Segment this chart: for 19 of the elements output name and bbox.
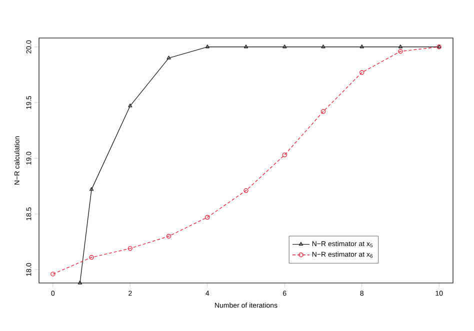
point [205, 214, 210, 220]
point [89, 255, 94, 260]
point [50, 272, 56, 276]
point [282, 152, 287, 158]
point [244, 44, 248, 48]
point [321, 44, 326, 48]
point [398, 49, 403, 54]
point [166, 56, 171, 60]
point [360, 44, 364, 48]
point [166, 234, 172, 239]
point [320, 109, 326, 114]
point [89, 187, 94, 191]
point [398, 44, 403, 48]
point [128, 246, 132, 251]
point [244, 188, 248, 193]
point [282, 44, 287, 48]
point [360, 70, 364, 75]
point [128, 104, 132, 108]
point [205, 44, 210, 48]
